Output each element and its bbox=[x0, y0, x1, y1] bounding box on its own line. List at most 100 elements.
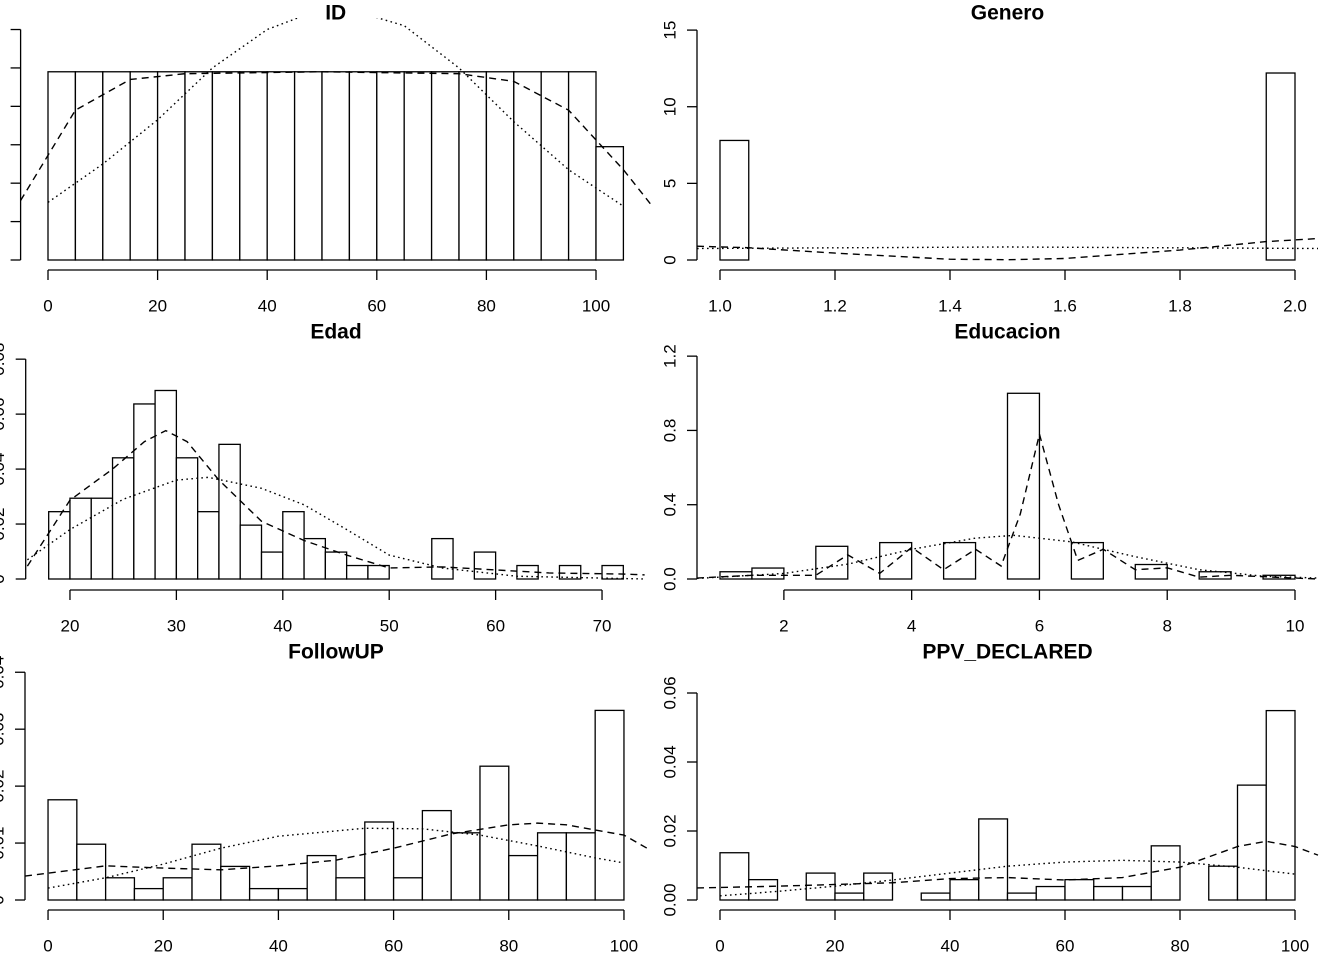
y-tick-label: 10 bbox=[660, 97, 679, 116]
x-tick-label: 2.0 bbox=[1283, 296, 1307, 315]
panel-title: PPV_DECLARED bbox=[922, 641, 1092, 664]
y-tick-label: 0.008 bbox=[0, 85, 3, 128]
panel-title: Edad bbox=[310, 321, 361, 344]
y-tick-label: 0 bbox=[0, 255, 3, 264]
x-tick-label: 100 bbox=[1281, 936, 1309, 955]
y-tick-label: 0.01 bbox=[0, 51, 3, 84]
bar bbox=[282, 511, 305, 580]
bar bbox=[458, 71, 488, 261]
x-tick-label: 20 bbox=[154, 936, 173, 955]
y-tick-label: 0 bbox=[660, 255, 679, 264]
x-tick-label: 1.4 bbox=[938, 296, 962, 315]
x-tick-label: 60 bbox=[1056, 936, 1075, 955]
density-curve bbox=[696, 237, 1319, 261]
bar bbox=[74, 71, 104, 261]
bar bbox=[949, 878, 980, 901]
bar bbox=[154, 389, 178, 580]
bar bbox=[111, 457, 135, 580]
y-tick-label: 0.06 bbox=[660, 676, 679, 709]
bar bbox=[69, 497, 92, 580]
bar bbox=[473, 551, 497, 580]
x-tick-label: 40 bbox=[258, 296, 277, 315]
x-tick-label: 50 bbox=[380, 616, 399, 635]
x-tick-label: 0 bbox=[715, 936, 724, 955]
density-curve bbox=[696, 433, 1319, 580]
y-tick-label: 0.01 bbox=[0, 827, 7, 860]
bar bbox=[364, 821, 395, 901]
bar bbox=[508, 854, 539, 901]
x-tick-label: 30 bbox=[167, 616, 186, 635]
y-tick-label: 0.02 bbox=[0, 507, 8, 540]
bar bbox=[920, 892, 951, 901]
bar bbox=[184, 71, 214, 261]
y-tick-label: 0.06 bbox=[0, 398, 8, 431]
x-tick-label: 20 bbox=[826, 936, 845, 955]
bar bbox=[1265, 709, 1296, 901]
x-tick-label: 80 bbox=[499, 936, 518, 955]
bar bbox=[567, 71, 597, 261]
bar bbox=[220, 865, 251, 901]
density-curve bbox=[24, 822, 648, 877]
bar bbox=[239, 71, 268, 261]
y-tick-label: 0.08 bbox=[0, 343, 8, 376]
bar bbox=[450, 832, 481, 901]
x-tick-label: 80 bbox=[1171, 936, 1190, 955]
x-tick-label: 8 bbox=[1162, 616, 1171, 635]
density-curve bbox=[696, 534, 1319, 580]
x-tick-label: 20 bbox=[61, 616, 80, 635]
x-tick-label: 60 bbox=[486, 616, 505, 635]
x-tick-label: 40 bbox=[941, 936, 960, 955]
y-tick-label: 0.8 bbox=[660, 419, 679, 443]
x-tick-label: 10 bbox=[1286, 616, 1305, 635]
y-tick-label: 0 bbox=[0, 574, 8, 583]
x-tick-label: 0 bbox=[43, 936, 52, 955]
bar bbox=[1006, 892, 1037, 901]
bar bbox=[102, 71, 131, 261]
panel-title: FollowUP bbox=[288, 641, 384, 664]
y-tick-label: 0.012 bbox=[0, 8, 3, 51]
panel: PPV_DECLARED 0 20 40 60 80 100 0.00 0.02 0.04 0.06 bbox=[660, 641, 1319, 955]
bar bbox=[540, 71, 570, 261]
y-tick-label: 0.006 bbox=[0, 123, 3, 166]
bar bbox=[392, 877, 424, 901]
y-tick-label: 0.002 bbox=[0, 200, 3, 243]
bar bbox=[76, 843, 107, 901]
bar bbox=[815, 545, 849, 580]
x-tick-label: 20 bbox=[148, 296, 167, 315]
bar bbox=[191, 843, 222, 901]
bar bbox=[197, 511, 220, 580]
bar bbox=[129, 71, 159, 261]
bar bbox=[879, 541, 913, 580]
y-tick-label: 0.04 bbox=[0, 453, 8, 486]
x-tick-label: 60 bbox=[384, 936, 403, 955]
y-tick-label: 0.02 bbox=[0, 770, 7, 803]
bar bbox=[260, 551, 284, 580]
bar bbox=[324, 551, 348, 580]
bar bbox=[306, 854, 337, 901]
y-tick-label: 15 bbox=[660, 21, 679, 40]
bar bbox=[321, 71, 351, 261]
bar bbox=[277, 887, 308, 901]
bar bbox=[942, 541, 977, 580]
y-tick-label: 0.04 bbox=[660, 745, 679, 778]
x-tick-label: 70 bbox=[593, 616, 612, 635]
y-tick-label: 0.004 bbox=[0, 162, 3, 205]
density-curve bbox=[20, 71, 652, 205]
bar bbox=[558, 564, 582, 580]
x-tick-label: 40 bbox=[269, 936, 288, 955]
bar bbox=[156, 71, 186, 261]
bar bbox=[485, 71, 515, 261]
panel-title: Educacion bbox=[954, 321, 1060, 344]
density-curve bbox=[696, 246, 1319, 250]
y-tick-label: 0.00 bbox=[660, 883, 679, 916]
x-tick-label: 1.2 bbox=[823, 296, 847, 315]
bar bbox=[133, 887, 164, 901]
bar bbox=[479, 765, 510, 901]
y-tick-label: 0 bbox=[0, 895, 7, 904]
panel: Genero 1.0 1.2 1.4 1.6 1.8 2.0 0 5 10 15 bbox=[660, 2, 1319, 315]
x-tick-label: 2 bbox=[779, 616, 788, 635]
panel: ID 0 20 40 60 80 100 0 0.0020.0040.0060.0080.010… bbox=[0, 2, 652, 315]
y-tick-label: 0.0 bbox=[660, 567, 679, 591]
density-curve bbox=[719, 859, 1296, 897]
